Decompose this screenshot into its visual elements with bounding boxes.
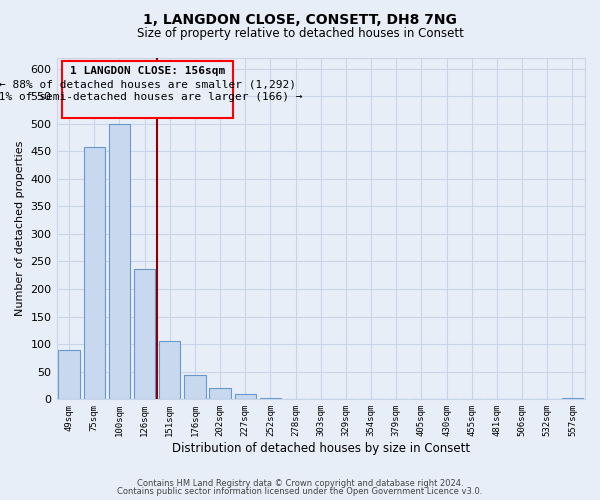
- FancyBboxPatch shape: [62, 62, 233, 118]
- Bar: [209, 388, 231, 400]
- Text: 1, LANGDON CLOSE, CONSETT, DH8 7NG: 1, LANGDON CLOSE, CONSETT, DH8 7NG: [143, 12, 457, 26]
- Text: Contains public sector information licensed under the Open Government Licence v3: Contains public sector information licen…: [118, 487, 482, 496]
- Bar: [83, 148, 105, 400]
- Bar: [109, 124, 130, 400]
- Bar: [134, 269, 155, 400]
- Y-axis label: Number of detached properties: Number of detached properties: [15, 140, 25, 316]
- Bar: [159, 342, 181, 400]
- Text: 11% of semi-detached houses are larger (166) →: 11% of semi-detached houses are larger (…: [0, 92, 302, 102]
- Bar: [260, 398, 281, 400]
- Bar: [562, 398, 583, 400]
- Bar: [235, 394, 256, 400]
- Bar: [58, 350, 80, 400]
- Bar: [184, 374, 206, 400]
- Text: Contains HM Land Registry data © Crown copyright and database right 2024.: Contains HM Land Registry data © Crown c…: [137, 478, 463, 488]
- Text: ← 88% of detached houses are smaller (1,292): ← 88% of detached houses are smaller (1,…: [0, 79, 296, 89]
- Text: 1 LANGDON CLOSE: 156sqm: 1 LANGDON CLOSE: 156sqm: [70, 66, 225, 76]
- X-axis label: Distribution of detached houses by size in Consett: Distribution of detached houses by size …: [172, 442, 470, 455]
- Text: Size of property relative to detached houses in Consett: Size of property relative to detached ho…: [137, 28, 463, 40]
